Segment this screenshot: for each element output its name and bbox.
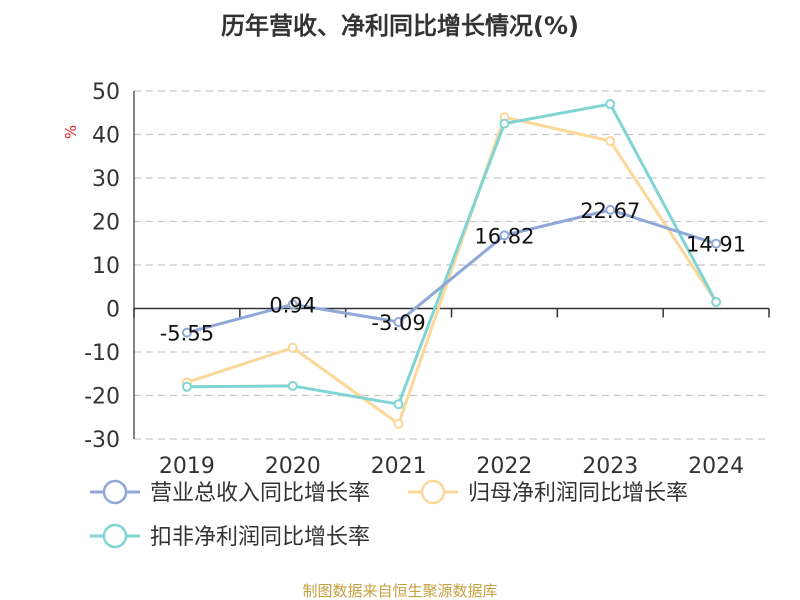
data-point bbox=[287, 342, 298, 353]
legend-circle-icon bbox=[102, 523, 128, 549]
y-tick-label: 30 bbox=[92, 167, 120, 192]
legend-circle-icon bbox=[102, 479, 128, 505]
x-tick-label: 2021 bbox=[371, 454, 427, 479]
x-tick-label: 2020 bbox=[265, 454, 321, 479]
y-tick-label: 50 bbox=[92, 80, 120, 105]
series-line bbox=[186, 115, 718, 426]
data-label: -3.09 bbox=[371, 311, 425, 335]
data-point bbox=[287, 299, 298, 310]
x-tick-label: 2022 bbox=[476, 454, 532, 479]
data-label: 16.82 bbox=[474, 224, 534, 248]
data-point bbox=[393, 316, 404, 327]
series-lines bbox=[181, 99, 722, 429]
data-point bbox=[393, 399, 404, 410]
data-point bbox=[287, 380, 298, 391]
y-axis-unit: % bbox=[62, 125, 80, 139]
legend-item[interactable]: 营业总收入同比增长率 bbox=[90, 479, 370, 506]
source-note: 制图数据来自恒生聚源数据库 bbox=[302, 582, 497, 600]
y-tick-label: 0 bbox=[106, 298, 120, 323]
data-labels: -5.55 0.94 -3.09 16.82 22.67 14.91 bbox=[160, 199, 746, 346]
x-tick-label: 2023 bbox=[582, 454, 638, 479]
series-line bbox=[186, 208, 717, 335]
legend-label: 营业总收入同比增长率 bbox=[150, 481, 370, 506]
data-point bbox=[605, 136, 616, 147]
data-point bbox=[499, 118, 510, 129]
x-tick-label: 2019 bbox=[159, 454, 215, 479]
data-point bbox=[499, 230, 510, 241]
y-tick-label: -10 bbox=[84, 341, 120, 366]
data-label: -5.55 bbox=[160, 322, 214, 346]
legend-label: 归母净利润同比增长率 bbox=[468, 481, 688, 506]
y-axis-ticks: 50 40 30 20 10 0 -10 -20 -30 bbox=[84, 80, 135, 453]
data-label: 14.91 bbox=[686, 233, 746, 257]
data-point bbox=[181, 381, 192, 392]
data-label: 0.94 bbox=[269, 293, 316, 317]
legend-circle-icon bbox=[420, 479, 446, 505]
legend-label: 扣非净利润同比增长率 bbox=[150, 525, 370, 550]
data-point bbox=[711, 238, 722, 249]
data-point bbox=[605, 99, 616, 110]
legend-item[interactable]: 归母净利润同比增长率 bbox=[408, 479, 688, 506]
data-point bbox=[181, 327, 192, 338]
y-tick-label: -20 bbox=[84, 385, 120, 410]
data-label: 22.67 bbox=[580, 199, 640, 223]
y-tick-label: 10 bbox=[92, 254, 120, 279]
x-axis: 2019 2020 2021 2022 2023 2024 bbox=[133, 307, 770, 479]
y-tick-label: 20 bbox=[92, 211, 120, 236]
data-point bbox=[711, 296, 722, 307]
series-line bbox=[186, 102, 718, 406]
chart-title: 历年营收、净利同比增长情况(%) bbox=[221, 12, 579, 40]
x-tick-label: 2024 bbox=[688, 454, 744, 479]
data-point bbox=[393, 418, 404, 429]
y-tick-label: -30 bbox=[84, 428, 120, 453]
legend-item[interactable]: 扣非净利润同比增长率 bbox=[90, 523, 370, 550]
y-tick-label: 40 bbox=[92, 124, 120, 149]
data-point bbox=[605, 204, 616, 215]
